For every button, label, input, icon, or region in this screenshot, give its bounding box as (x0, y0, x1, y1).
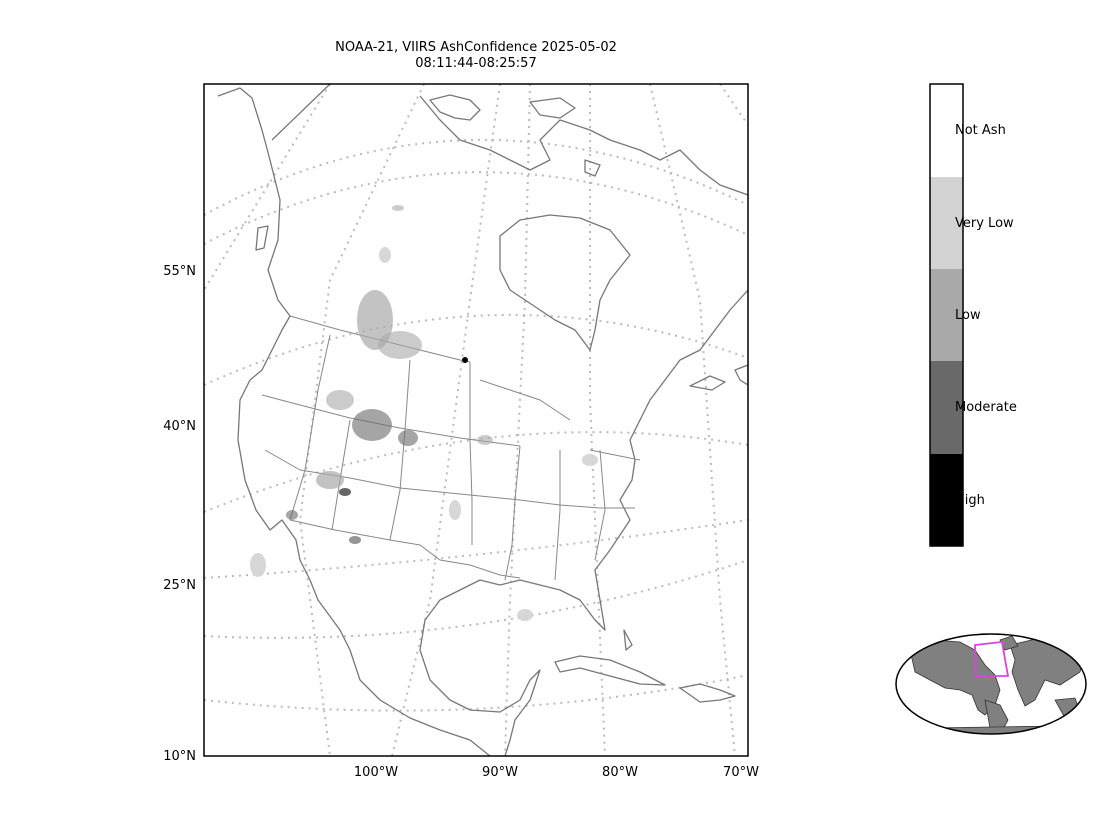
colorbar-label: Not Ash (955, 123, 1006, 138)
colorbar-segment (930, 84, 963, 177)
graticule (204, 84, 748, 756)
colorbar: Not Ash Very Low Low Moderate High (929, 83, 1017, 547)
lon-label: 100°W (354, 765, 398, 780)
colorbar-label: Very Low (955, 216, 1014, 231)
lat-label: 55°N (163, 264, 196, 279)
colorbar-label: Low (955, 308, 981, 323)
colorbar-segment (930, 361, 963, 454)
inset-frame (895, 633, 1087, 735)
coastlines (217, 84, 748, 756)
colorbar-label: Moderate (955, 400, 1017, 415)
lon-label: 70°W (723, 765, 759, 780)
colorbar-segment (930, 177, 963, 269)
lat-label: 10°N (163, 749, 196, 764)
lat-label: 25°N (163, 578, 196, 593)
lon-label: 80°W (602, 765, 638, 780)
extent-box (974, 641, 1010, 677)
chart-title: NOAA-21, VIIRS AshConfidence 2025-05-02 … (226, 40, 726, 72)
colorbar-frame (929, 83, 964, 547)
inset-land (909, 635, 1086, 734)
map-area (204, 84, 748, 756)
lat-label: 40°N (163, 419, 196, 434)
colorbar-segment (930, 454, 963, 546)
lon-label: 90°W (482, 765, 518, 780)
ash-confidence-field (250, 205, 598, 621)
colorbar-segment (930, 269, 963, 361)
colorbar-label: High (955, 493, 985, 508)
map-frame (203, 83, 749, 757)
title-line-2: 08:11:44-08:25:57 (415, 56, 537, 71)
title-line-1: NOAA-21, VIIRS AshConfidence 2025-05-02 (335, 40, 617, 55)
inset-globe (895, 633, 1087, 735)
